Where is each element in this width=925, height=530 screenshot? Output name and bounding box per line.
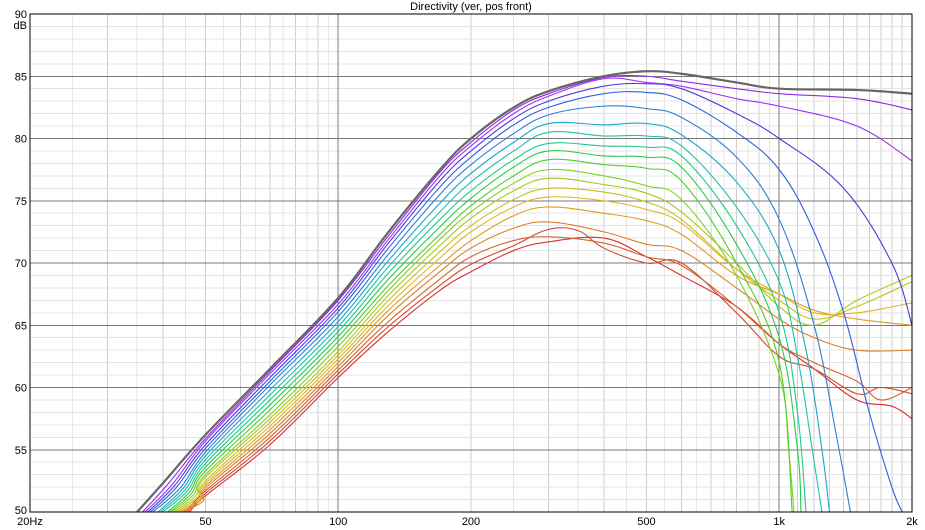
x-axis-tick-labels: 20Hz 50 100 200 500 1k 2k bbox=[17, 516, 918, 528]
series-line-0 bbox=[136, 70, 912, 512]
x-tick-label: 200 bbox=[462, 516, 480, 528]
y-tick-label: 90 bbox=[15, 9, 27, 21]
x-tick-label: 500 bbox=[637, 516, 655, 528]
x-tick-label: 1k bbox=[773, 516, 785, 528]
y-tick-label: 50 bbox=[15, 505, 27, 517]
y-tick-label: 55 bbox=[15, 445, 27, 457]
y-tick-label: 75 bbox=[15, 196, 27, 208]
y-axis-tick-labels: 50 55 60 65 70 75 80 85 90 bbox=[15, 9, 27, 517]
series-line-3 bbox=[147, 82, 912, 512]
y-tick-label: 65 bbox=[15, 320, 27, 332]
series-line-9 bbox=[167, 149, 802, 512]
y-tick-label: 60 bbox=[15, 383, 27, 395]
series-line-6 bbox=[157, 121, 831, 512]
series-line-13 bbox=[176, 187, 912, 512]
y-tick-label: 70 bbox=[15, 258, 27, 270]
series-line-8 bbox=[162, 142, 807, 512]
series-line-4 bbox=[150, 91, 903, 512]
series-line-2 bbox=[144, 77, 912, 512]
chart-title: Directivity (ver, pos front) bbox=[410, 1, 532, 13]
series-layer bbox=[136, 70, 912, 512]
x-tick-label: 50 bbox=[199, 516, 211, 528]
y-tick-label: 80 bbox=[15, 134, 27, 146]
y-axis-unit-label: dB bbox=[14, 20, 27, 32]
series-line-16 bbox=[182, 221, 912, 512]
x-tick-label: 100 bbox=[329, 516, 347, 528]
major-grid bbox=[30, 14, 912, 512]
series-line-18 bbox=[187, 227, 912, 512]
series-line-14 bbox=[178, 196, 912, 512]
series-line-12 bbox=[174, 177, 912, 512]
y-tick-label: 85 bbox=[15, 71, 27, 83]
series-line-10 bbox=[169, 158, 793, 512]
series-line-17 bbox=[184, 236, 912, 512]
plot-frame bbox=[29, 13, 913, 513]
series-line-11 bbox=[171, 168, 795, 512]
x-tick-label: 2k bbox=[906, 516, 918, 528]
x-tick-label: 20Hz bbox=[17, 516, 43, 528]
series-line-1 bbox=[142, 74, 912, 512]
series-line-7 bbox=[159, 131, 823, 512]
series-line-5 bbox=[152, 105, 851, 512]
